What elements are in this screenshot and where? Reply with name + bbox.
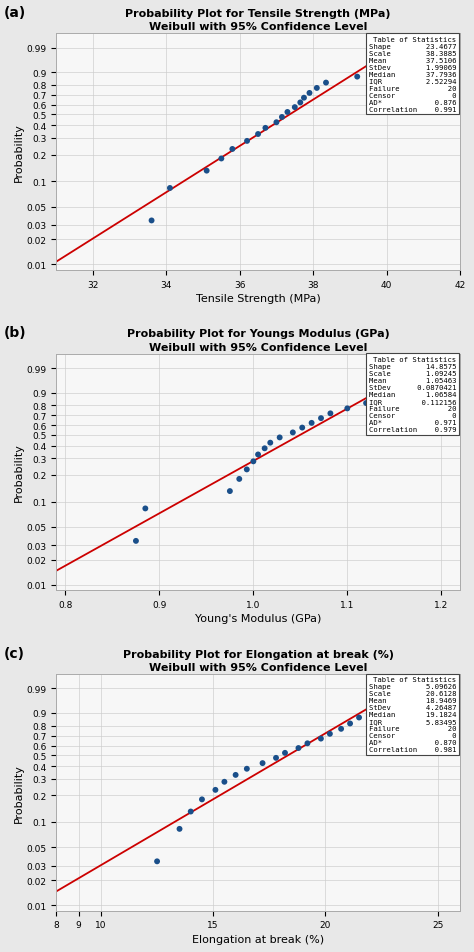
Point <box>273 115 280 130</box>
Point <box>266 436 274 451</box>
Point <box>344 402 351 417</box>
Point <box>198 792 206 807</box>
Point <box>362 396 370 411</box>
Point <box>203 164 210 179</box>
Point <box>250 454 257 469</box>
Point <box>261 441 268 456</box>
Point <box>278 110 286 126</box>
Point <box>153 854 161 869</box>
Point <box>211 783 219 798</box>
Text: (b): (b) <box>4 326 26 340</box>
Point <box>297 96 304 111</box>
Text: (a): (a) <box>4 6 26 20</box>
Point <box>276 430 283 446</box>
X-axis label: Young's Modulus (GPa): Young's Modulus (GPa) <box>195 614 321 624</box>
Point <box>283 106 291 121</box>
Point <box>337 722 345 737</box>
Point <box>313 81 320 96</box>
Point <box>299 421 306 436</box>
Point <box>291 100 299 115</box>
Point <box>132 534 140 549</box>
Point <box>326 726 334 742</box>
Point <box>368 63 376 78</box>
Point <box>218 151 225 167</box>
Point <box>142 502 149 517</box>
Point <box>176 822 183 837</box>
Point <box>346 716 354 731</box>
Point <box>226 484 234 499</box>
Point <box>148 213 155 228</box>
Point <box>272 750 280 765</box>
Point <box>295 741 302 756</box>
Point <box>236 472 243 487</box>
Point <box>262 121 269 136</box>
Point <box>411 372 419 387</box>
Point <box>322 76 330 91</box>
Point <box>317 731 325 746</box>
Point <box>308 416 315 431</box>
Point <box>254 128 262 143</box>
Text: Table of Statistics
Shape        14.8575
Scale        1.09245
Mean         1.054: Table of Statistics Shape 14.8575 Scale … <box>368 357 456 432</box>
Point <box>355 710 363 725</box>
Point <box>369 703 376 718</box>
Text: (c): (c) <box>4 646 25 660</box>
Point <box>187 804 194 820</box>
Point <box>254 447 262 463</box>
Point <box>300 91 308 107</box>
Y-axis label: Probability: Probability <box>13 764 24 822</box>
Point <box>220 774 228 789</box>
Text: Table of Statistics
Shape        5.09626
Scale        20.6128
Mean         18.94: Table of Statistics Shape 5.09626 Scale … <box>368 677 456 753</box>
Point <box>384 692 392 707</box>
Point <box>243 762 251 777</box>
Point <box>243 134 251 149</box>
Point <box>166 181 174 196</box>
Point <box>232 767 239 783</box>
Point <box>228 142 236 157</box>
Point <box>384 383 392 398</box>
Point <box>243 463 251 478</box>
Point <box>259 756 266 771</box>
Point <box>304 736 311 751</box>
Point <box>327 407 334 422</box>
Point <box>289 426 297 441</box>
Point <box>409 51 416 67</box>
Point <box>317 411 325 426</box>
Text: Table of Statistics
Shape        23.4677
Scale        38.3885
Mean         37.51: Table of Statistics Shape 23.4677 Scale … <box>368 36 456 112</box>
Point <box>374 390 381 406</box>
Title: Probability Plot for Tensile Strength (MPa)
Weibull with 95% Confidence Level: Probability Plot for Tensile Strength (M… <box>125 9 391 32</box>
Point <box>354 69 361 85</box>
Y-axis label: Probability: Probability <box>13 443 24 502</box>
X-axis label: Tensile Strength (MPa): Tensile Strength (MPa) <box>196 293 320 304</box>
Y-axis label: Probability: Probability <box>13 123 24 182</box>
X-axis label: Elongation at break (%): Elongation at break (%) <box>192 934 324 943</box>
Title: Probability Plot for Youngs Modulus (GPa)
Weibull with 95% Confidence Level: Probability Plot for Youngs Modulus (GPa… <box>127 329 390 352</box>
Title: Probability Plot for Elongation at break (%)
Weibull with 95% Confidence Level: Probability Plot for Elongation at break… <box>123 649 393 672</box>
Point <box>281 745 289 761</box>
Point <box>306 87 313 102</box>
